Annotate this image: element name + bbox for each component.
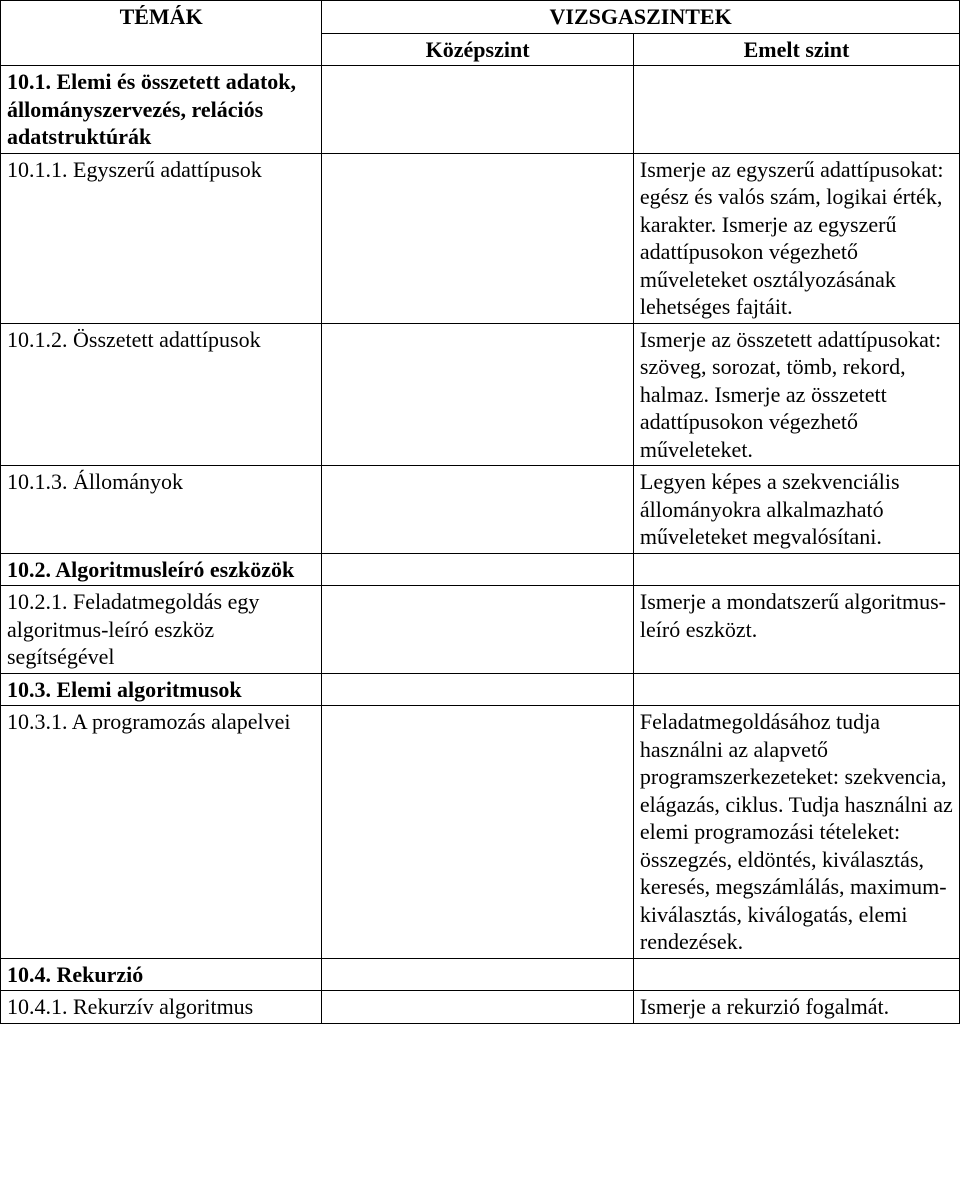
topic-cell: 10.1.3. Állományok — [1, 466, 322, 554]
mid-cell — [322, 553, 634, 586]
adv-cell — [633, 553, 959, 586]
table-row: 10.4.1. Rekurzív algoritmus Ismerje a re… — [1, 991, 960, 1024]
adv-cell: Ismerje az összetett adattípusokat: szöv… — [633, 323, 959, 466]
topic-cell: 10.1.2. Összetett adattípusok — [1, 323, 322, 466]
topic-cell: 10.1. Elemi és összetett adatok, állomán… — [1, 66, 322, 154]
adv-cell — [633, 673, 959, 706]
header-mid-level: Középszint — [322, 33, 634, 66]
adv-cell: Ismerje az egyszerű adattípusokat: egész… — [633, 153, 959, 323]
adv-cell: Ismerje a rekurzió fogalmát. — [633, 991, 959, 1024]
table-header-row-1: TÉMÁK VIZSGASZINTEK — [1, 1, 960, 34]
table-row: 10.2.1. Feladatmegoldás egy algoritmus-l… — [1, 586, 960, 674]
table-row: 10.2. Algoritmusleíró eszközök — [1, 553, 960, 586]
adv-cell — [633, 958, 959, 991]
topic-cell: 10.2. Algoritmusleíró eszközök — [1, 553, 322, 586]
table-row: 10.3.1. A programozás alapelvei Feladatm… — [1, 706, 960, 959]
mid-cell — [322, 466, 634, 554]
table-row: 10.1.3. Állományok Legyen képes a szekve… — [1, 466, 960, 554]
mid-cell — [322, 958, 634, 991]
mid-cell — [322, 153, 634, 323]
adv-cell: Ismerje a mondatszerű algoritmus-leíró e… — [633, 586, 959, 674]
mid-cell — [322, 323, 634, 466]
table-row: 10.1.2. Összetett adattípusok Ismerje az… — [1, 323, 960, 466]
table-row: 10.1. Elemi és összetett adatok, állomán… — [1, 66, 960, 154]
mid-cell — [322, 673, 634, 706]
mid-cell — [322, 991, 634, 1024]
topic-cell: 10.4.1. Rekurzív algoritmus — [1, 991, 322, 1024]
header-adv-level: Emelt szint — [633, 33, 959, 66]
adv-cell: Legyen képes a szekvenciális állományokr… — [633, 466, 959, 554]
topic-cell: 10.4. Rekurzió — [1, 958, 322, 991]
table-row: 10.4. Rekurzió — [1, 958, 960, 991]
header-levels: VIZSGASZINTEK — [322, 1, 960, 34]
adv-cell — [633, 66, 959, 154]
table-row: 10.3. Elemi algoritmusok — [1, 673, 960, 706]
topic-cell: 10.1.1. Egyszerű adattípusok — [1, 153, 322, 323]
adv-cell: Feladatmegoldásához tudja használni az a… — [633, 706, 959, 959]
header-topics: TÉMÁK — [1, 1, 322, 66]
topic-cell: 10.2.1. Feladatmegoldás egy algoritmus-l… — [1, 586, 322, 674]
mid-cell — [322, 586, 634, 674]
table-row: 10.1.1. Egyszerű adattípusok Ismerje az … — [1, 153, 960, 323]
topic-cell: 10.3. Elemi algoritmusok — [1, 673, 322, 706]
mid-cell — [322, 706, 634, 959]
topic-cell: 10.3.1. A programozás alapelvei — [1, 706, 322, 959]
exam-topics-table: TÉMÁK VIZSGASZINTEK Középszint Emelt szi… — [0, 0, 960, 1024]
mid-cell — [322, 66, 634, 154]
